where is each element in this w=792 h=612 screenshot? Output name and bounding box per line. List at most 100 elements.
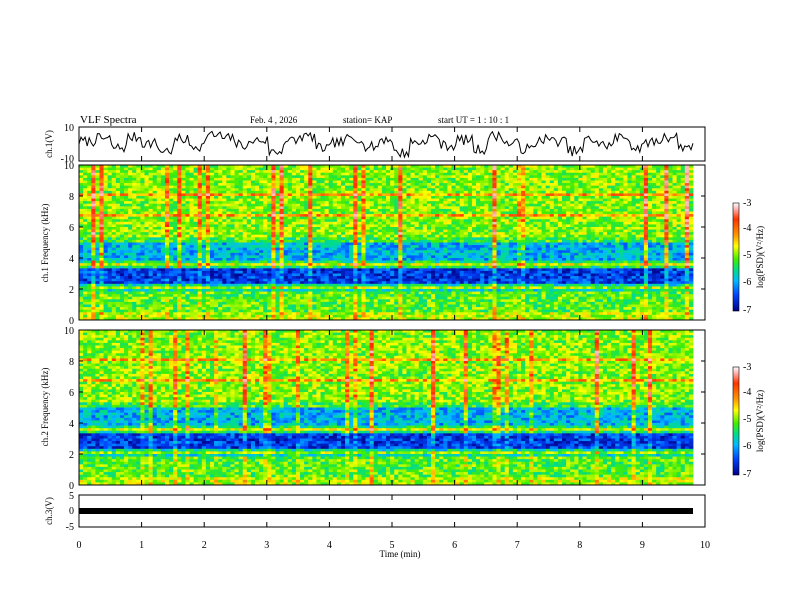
spectrogram-cell (287, 175, 293, 179)
spectrogram-cell (275, 170, 280, 174)
spectrogram-cell (365, 227, 371, 230)
spectrogram-cell (652, 221, 657, 225)
spectrogram-cell (426, 167, 432, 171)
spectrogram-cell (459, 232, 465, 236)
spectrogram-cell (332, 198, 338, 202)
spectrogram-cell (255, 167, 260, 171)
spectrogram-cell (255, 216, 260, 220)
spectrogram-cell (214, 247, 219, 251)
spectrogram-cell (255, 165, 260, 168)
spectrogram-cell (160, 245, 166, 249)
spectrogram-cell (541, 177, 547, 181)
spectrogram-cell (492, 227, 497, 230)
spectrogram-cell (349, 214, 354, 218)
spectrogram-cell (635, 211, 641, 215)
spectrogram-cell (500, 193, 506, 197)
spectrogram-cell (418, 196, 424, 199)
spectrogram-cell (185, 183, 190, 187)
spectrogram-cell (349, 183, 354, 187)
spectrogram-cell (647, 216, 653, 220)
spectrogram-cell (631, 232, 637, 236)
spectrogram-cell (508, 180, 514, 184)
spectrogram-cell (250, 219, 256, 223)
spectrogram-cell (214, 193, 219, 197)
spectrogram-cell (557, 237, 563, 241)
spectrogram-cell (345, 206, 350, 210)
spectrogram-cell (295, 177, 301, 181)
spectrogram-cell (521, 219, 526, 223)
spectrogram-cell (386, 180, 391, 184)
spectrogram-cell (353, 180, 358, 184)
spectrogram-cell (607, 193, 612, 197)
spectrogram-cell (480, 242, 485, 246)
spectrogram-cell (476, 242, 481, 246)
spectrogram-cell (582, 208, 587, 212)
spectrogram-cell (160, 198, 166, 202)
spectrogram-cell (148, 196, 154, 199)
spectrogram-cell (189, 229, 195, 233)
spectrogram-cell (295, 242, 301, 246)
spectrogram-cell (492, 177, 497, 181)
spectrogram-cell (545, 167, 551, 171)
spectrogram-cell (124, 211, 129, 215)
spectrogram-cell (381, 221, 387, 225)
spectrogram-cell (570, 229, 575, 233)
spectrogram-cell (455, 206, 461, 210)
spectrogram-cell (308, 190, 313, 194)
spectrogram-cell (471, 208, 477, 212)
spectrogram-cell (79, 170, 84, 174)
spectrogram-cell (250, 211, 256, 215)
spectrogram-cell (623, 201, 628, 205)
spectrogram-cell (255, 193, 260, 197)
spectrogram-cell (336, 211, 342, 215)
spectrogram-cell (684, 177, 690, 181)
spectrogram-cell (361, 219, 366, 223)
spectrogram-cell (377, 247, 383, 251)
spectrogram-cell (619, 206, 624, 210)
spectrogram-cell (688, 239, 694, 243)
spectrogram-cell (476, 247, 481, 251)
spectrogram-cell (500, 234, 506, 238)
spectrogram-cell (566, 247, 571, 251)
spectrogram-cell (611, 201, 616, 205)
spectrogram-cell (394, 211, 399, 215)
spectrogram-cell (148, 250, 154, 254)
spectrogram-cell (660, 221, 665, 225)
spectrogram-cell (340, 206, 346, 210)
spectrogram-cell (557, 193, 563, 197)
spectrogram-cell (656, 170, 661, 174)
spectrogram-cell (103, 227, 109, 230)
spectrogram-cell (582, 229, 587, 233)
spectrogram-cell (148, 242, 154, 246)
spectrogram-cell (275, 185, 280, 189)
spectrogram-cell (594, 219, 600, 223)
spectrogram-cell (529, 229, 534, 233)
spectrogram-cell (87, 250, 92, 254)
spectrogram-cell (308, 232, 313, 236)
spectrogram-cell (300, 188, 305, 192)
spectrogram-cell (316, 227, 321, 230)
spectrogram-cell (115, 172, 121, 176)
spectrogram-cell (156, 208, 162, 212)
spectrogram-cell (103, 177, 109, 181)
spectrogram-cell (570, 239, 575, 243)
spectrogram-cell (369, 193, 375, 197)
spectrogram-cell (279, 211, 285, 215)
spectrogram-cell (242, 190, 248, 194)
spectrogram-cell (660, 167, 665, 171)
spectrogram-cell (124, 165, 129, 168)
spectrogram-cell (271, 203, 276, 207)
spectrogram-cell (230, 180, 235, 184)
spectrogram-cell (300, 211, 305, 215)
spectrogram-cell (590, 172, 596, 176)
spectrogram-cell (394, 229, 399, 233)
spectrogram-cell (209, 250, 215, 254)
spectrogram-cell (300, 196, 305, 199)
spectrogram-cell (578, 232, 583, 236)
spectrogram-cell (398, 216, 403, 220)
spectrogram-cell (197, 183, 203, 187)
spectrogram-cell (201, 180, 207, 184)
spectrogram-cell (504, 234, 510, 238)
spectrogram-cell (504, 229, 510, 233)
spectrogram-cell (680, 211, 686, 215)
